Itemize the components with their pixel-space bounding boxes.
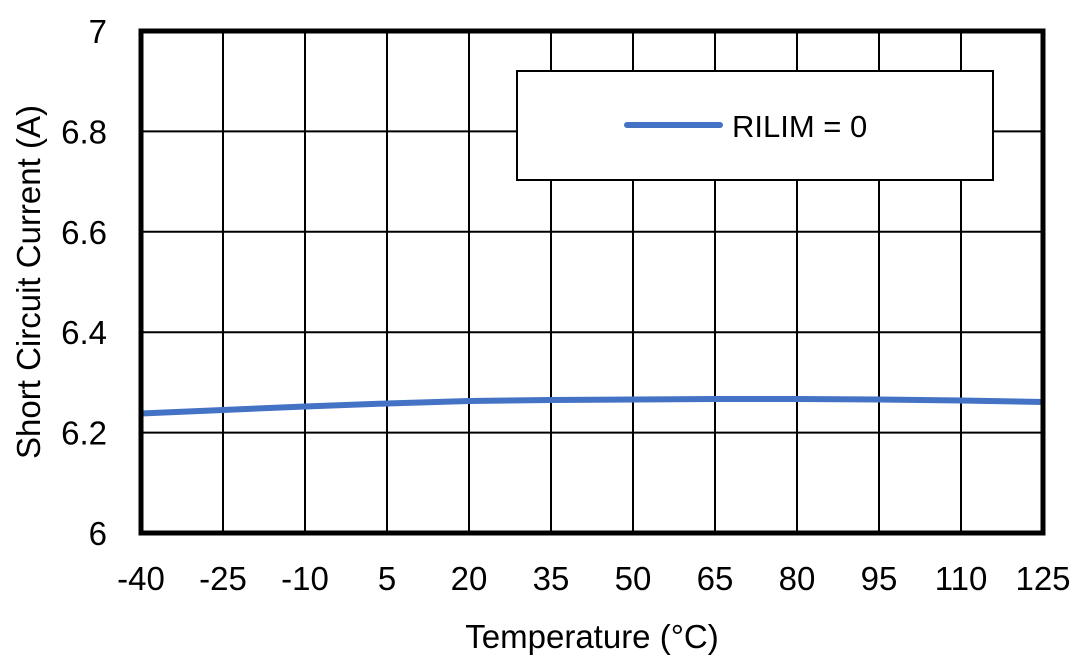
y-tick-label: 6.8 — [61, 113, 107, 150]
x-tick-label: 20 — [451, 560, 488, 597]
x-tick-label: 50 — [615, 560, 652, 597]
x-tick-label: -10 — [281, 560, 329, 597]
x-tick-label: 125 — [1015, 560, 1070, 597]
legend-label: RILIM = 0 — [732, 109, 867, 144]
x-tick-label: -25 — [199, 560, 247, 597]
series-line — [140, 396, 1044, 417]
legend: RILIM = 0 — [516, 70, 994, 181]
y-tick-label: 6 — [89, 515, 107, 552]
x-tick-label: -40 — [117, 560, 165, 597]
x-tick-label: 110 — [935, 560, 988, 597]
y-tick-label: 6.4 — [61, 314, 107, 351]
x-tick-label: 80 — [779, 560, 816, 597]
x-tick-label: 65 — [697, 560, 734, 597]
y-tick-label: 6.6 — [61, 214, 107, 251]
y-axis-title: Short Circuit Current (A) — [10, 105, 47, 459]
x-axis-title: Temperature (°C) — [465, 618, 718, 655]
y-tick-label: 6.2 — [61, 415, 107, 452]
y-tick-label: 7 — [89, 13, 107, 50]
legend-box — [516, 70, 994, 181]
x-tick-labels: -40 -25 -10 5 20 35 50 65 80 95 110 125 — [117, 560, 1070, 597]
y-tick-labels: 6 6.2 6.4 6.6 6.8 7 — [61, 13, 107, 552]
x-tick-label: 95 — [861, 560, 898, 597]
x-tick-label: 5 — [378, 560, 396, 597]
x-tick-label: 35 — [533, 560, 570, 597]
plot-frame — [138, 28, 1046, 536]
series-layer — [140, 396, 1044, 417]
